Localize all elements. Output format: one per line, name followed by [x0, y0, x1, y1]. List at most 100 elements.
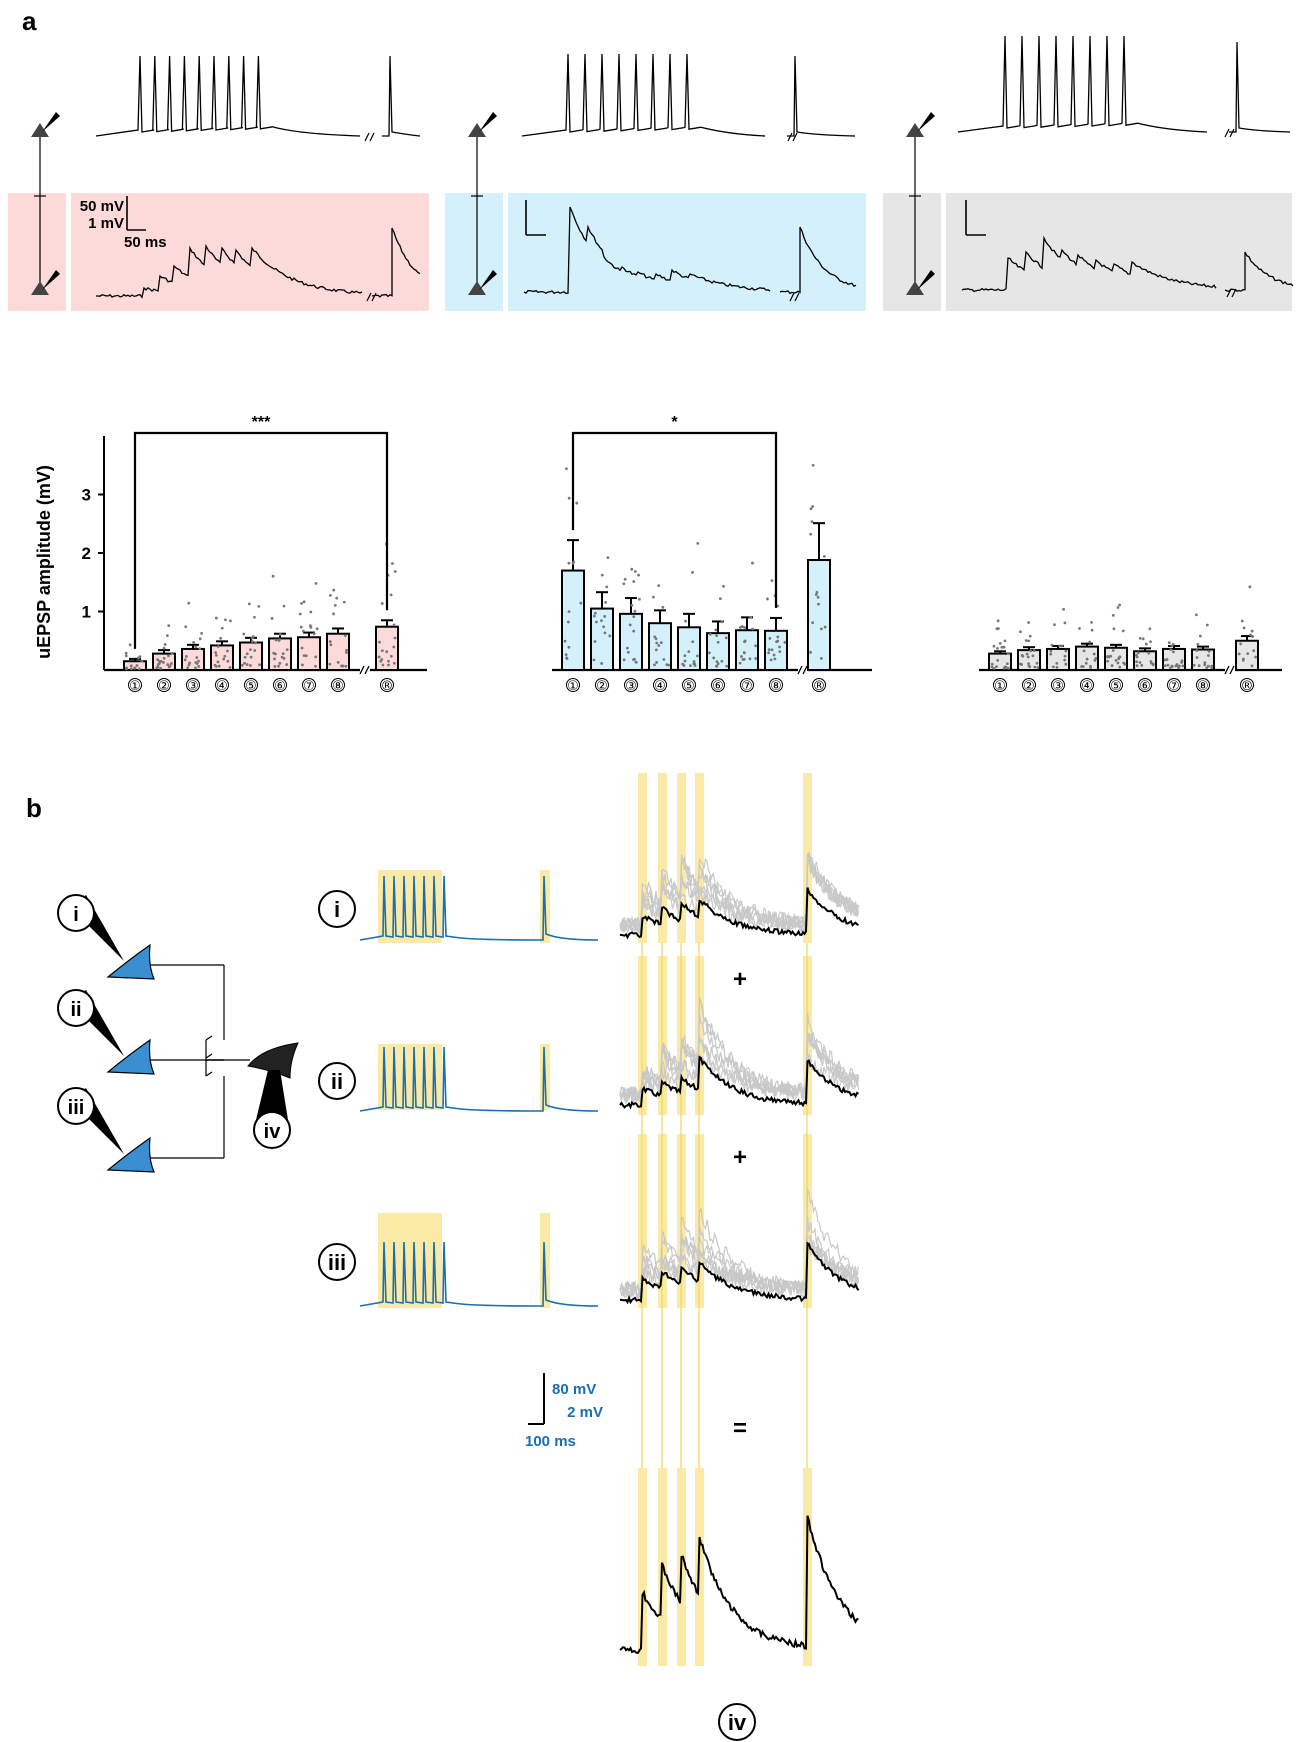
significance-label: *** — [252, 414, 271, 431]
x-tick-circle-7 — [769, 678, 783, 692]
point-3-9 — [219, 636, 223, 640]
gray-trial-0-2 — [619, 854, 860, 934]
point-6-12 — [1181, 664, 1185, 668]
stripe-right-1-0 — [658, 773, 667, 943]
point-5-17 — [272, 651, 276, 655]
point-3-11 — [662, 658, 666, 661]
point-6-8 — [312, 632, 316, 636]
dendrite-lines — [205, 965, 225, 1158]
point-1-1 — [602, 625, 606, 629]
point-6-19 — [1170, 664, 1174, 668]
point-5-2 — [1138, 636, 1142, 640]
bar-4 — [677, 626, 701, 671]
circuit-label-iii: iii — [68, 1097, 85, 1119]
point-2-8 — [623, 577, 627, 581]
x-tick-circle-4 — [682, 678, 696, 692]
x-tick-circle-0 — [566, 678, 580, 692]
point-3-10 — [214, 654, 218, 657]
point-4-18 — [1123, 662, 1127, 666]
point-7-12 — [767, 651, 771, 655]
point-5-11 — [282, 604, 286, 608]
post-trace-blue — [523, 206, 857, 295]
point-1-6 — [167, 654, 170, 658]
point-2-0 — [622, 582, 626, 586]
point-4-10 — [243, 655, 247, 659]
point-7-11 — [342, 600, 346, 604]
point-5-1 — [707, 651, 711, 655]
point-8-0 — [1246, 652, 1250, 656]
circle-iv — [253, 1111, 291, 1149]
point-2-14 — [630, 567, 634, 571]
point-6-8 — [1180, 659, 1184, 663]
bar-3 — [648, 622, 672, 672]
x-tick-label-2: ③ — [1052, 679, 1064, 694]
x-tick-label-5: ⑥ — [712, 679, 724, 694]
point-0-2 — [579, 601, 583, 605]
point-7-6 — [770, 648, 774, 652]
point-8-7 — [815, 590, 819, 594]
point-4-8 — [692, 660, 696, 663]
x-tick-label-6: ⑦ — [741, 679, 753, 694]
significance-label: * — [671, 414, 678, 431]
stripe-left-2 — [378, 1213, 442, 1308]
point-2-7 — [626, 650, 630, 654]
x-tick-circle-4 — [244, 678, 258, 692]
point-6-1 — [748, 657, 752, 661]
point-4-7 — [1116, 606, 1120, 609]
point-8-4 — [810, 520, 814, 524]
point-2-16 — [186, 666, 190, 670]
point-5-8 — [1135, 655, 1139, 659]
point-6-6 — [1167, 641, 1171, 645]
point-2-11 — [185, 655, 188, 658]
point-5-13 — [285, 663, 289, 666]
x-axis-break — [1224, 665, 1235, 675]
point-8-14 — [814, 593, 818, 597]
break-mark-3 — [366, 292, 377, 302]
circuit-label-ii: ii — [70, 999, 81, 1021]
point-1-17 — [168, 664, 172, 668]
stripe-left-0 — [378, 870, 442, 943]
point-6-13 — [308, 624, 312, 628]
blue-trace-0 — [359, 875, 599, 941]
point-2-2 — [633, 609, 637, 613]
point-8-13 — [1240, 619, 1244, 623]
point-6-16 — [1165, 658, 1169, 661]
point-1-2 — [159, 666, 163, 670]
point-6-0 — [740, 655, 743, 658]
significance-bracket — [571, 431, 778, 608]
summed-trace-iv — [619, 1515, 859, 1654]
point-2-8 — [187, 601, 191, 605]
point-6-6 — [754, 657, 758, 660]
point-3-5 — [657, 644, 661, 647]
point-1-4 — [1035, 661, 1039, 665]
point-3-14 — [229, 619, 232, 623]
bar-chart-1: ① ② ③ ④ ⑤ ⑥ ⑦ ⑧ ® * — [552, 414, 872, 694]
point-7-2 — [344, 651, 348, 654]
point-7-10 — [1197, 664, 1201, 668]
point-0-5 — [1006, 651, 1010, 655]
break-mark-0 — [364, 132, 375, 142]
bar-chart-2: ① ② ③ ④ ⑤ ⑥ ⑦ ⑧ ® — [979, 585, 1282, 694]
point-0-6 — [125, 666, 128, 670]
point-2-13 — [192, 641, 196, 644]
y-tick-label-3: 3 — [82, 486, 91, 505]
point-7-5 — [1195, 656, 1199, 659]
point-6-12 — [749, 616, 753, 619]
gray-trial-0-5 — [619, 852, 860, 933]
point-4-1 — [683, 659, 687, 663]
significance-bracket — [133, 431, 389, 649]
point-4-8 — [1118, 603, 1121, 607]
pre-trace-pink — [95, 55, 421, 137]
circuit-label-i: i — [73, 904, 79, 926]
point-2-14 — [195, 662, 199, 665]
point-6-10 — [751, 627, 754, 631]
scalebar-b-v2: 2 mV — [567, 1404, 603, 1421]
x-tick-circle-5 — [711, 678, 725, 692]
point-5-16 — [277, 664, 280, 668]
point-8-10 — [811, 621, 815, 625]
point-7-7 — [345, 648, 349, 652]
point-3-6 — [1088, 640, 1092, 644]
point-4-7 — [693, 664, 697, 667]
label-ii: ii — [331, 1069, 343, 1094]
